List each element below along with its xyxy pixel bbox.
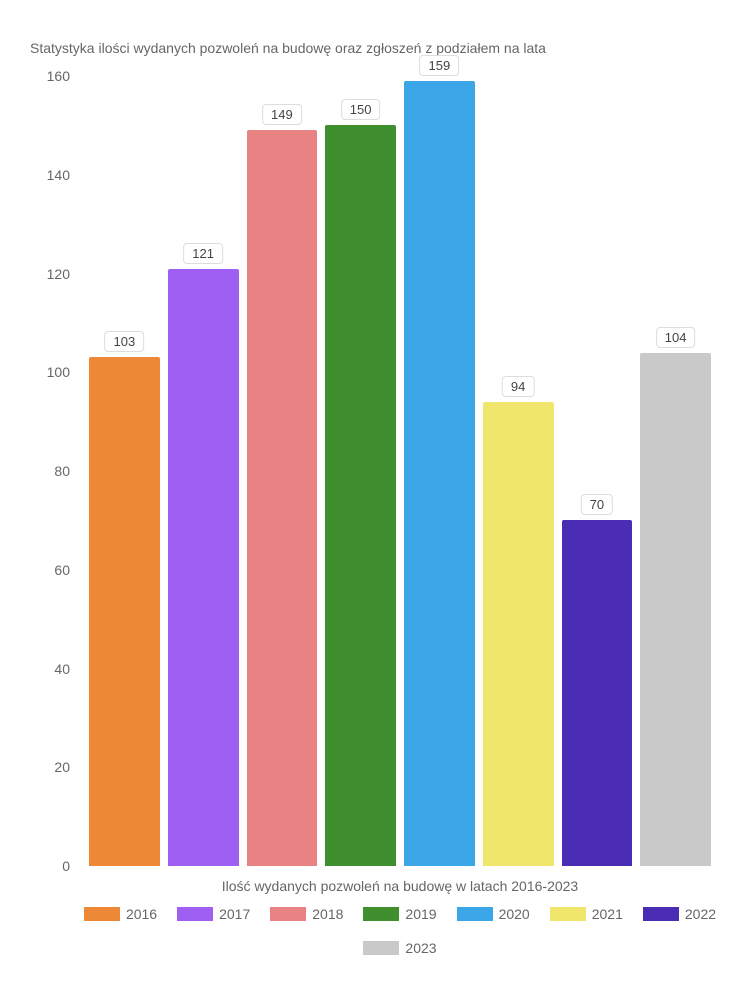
bar-value-label: 94 (502, 376, 534, 397)
bar-2020: 159 (404, 81, 475, 866)
legend-label: 2020 (499, 906, 530, 922)
bar-value-label: 149 (262, 104, 302, 125)
legend-item-2022: 2022 (643, 906, 716, 922)
legend-label: 2022 (685, 906, 716, 922)
bar-value-label: 121 (183, 243, 223, 264)
bar-wrapper: 150 (321, 76, 400, 866)
legend-item-2016: 2016 (84, 906, 157, 922)
legend-label: 2016 (126, 906, 157, 922)
legend-swatch (550, 907, 586, 921)
legend-swatch (177, 907, 213, 921)
legend-swatch (363, 941, 399, 955)
chart-plot-area: 020406080100120140160 103121149150159947… (80, 76, 720, 866)
bar-value-label: 103 (105, 331, 145, 352)
y-tick-label: 100 (47, 364, 70, 380)
legend-item-2020: 2020 (457, 906, 530, 922)
y-tick-label: 60 (54, 562, 70, 578)
x-axis-label: Ilość wydanych pozwoleń na budowę w lata… (80, 878, 720, 894)
y-tick-label: 140 (47, 167, 70, 183)
y-tick-label: 160 (47, 68, 70, 84)
legend-label: 2017 (219, 906, 250, 922)
y-tick-label: 80 (54, 463, 70, 479)
bar-wrapper: 159 (400, 76, 479, 866)
legend-item-2021: 2021 (550, 906, 623, 922)
bar-wrapper: 104 (636, 76, 715, 866)
y-tick-label: 20 (54, 759, 70, 775)
y-tick-label: 120 (47, 266, 70, 282)
bar-2021: 94 (483, 402, 554, 866)
bar-2023: 104 (640, 353, 711, 867)
bar-2018: 149 (247, 130, 318, 866)
y-axis: 020406080100120140160 (30, 76, 80, 866)
bar-2017: 121 (168, 269, 239, 866)
y-tick-label: 40 (54, 661, 70, 677)
legend-swatch (270, 907, 306, 921)
bar-value-label: 104 (656, 327, 696, 348)
legend-item-2019: 2019 (363, 906, 436, 922)
legend-label: 2023 (405, 940, 436, 956)
legend-label: 2019 (405, 906, 436, 922)
bar-2019: 150 (325, 125, 396, 866)
legend-label: 2018 (312, 906, 343, 922)
legend-item-2023: 2023 (363, 940, 436, 956)
bars-container: 1031211491501599470104 (80, 76, 720, 866)
bar-wrapper: 94 (479, 76, 558, 866)
bar-2016: 103 (89, 357, 160, 866)
legend-swatch (84, 907, 120, 921)
bar-wrapper: 121 (164, 76, 243, 866)
legend-item-2017: 2017 (177, 906, 250, 922)
bar-value-label: 150 (341, 99, 381, 120)
legend: 2016 2017 2018 2019 2020 2021 2022 2023 (80, 906, 720, 956)
bar-wrapper: 103 (85, 76, 164, 866)
legend-label: 2021 (592, 906, 623, 922)
legend-swatch (363, 907, 399, 921)
y-tick-label: 0 (62, 858, 70, 874)
legend-item-2018: 2018 (270, 906, 343, 922)
bar-value-label: 70 (581, 494, 613, 515)
legend-swatch (457, 907, 493, 921)
bar-wrapper: 149 (243, 76, 322, 866)
bar-value-label: 159 (420, 55, 460, 76)
legend-swatch (643, 907, 679, 921)
bar-2022: 70 (562, 520, 633, 866)
bar-wrapper: 70 (558, 76, 637, 866)
chart-title: Statystyka ilości wydanych pozwoleń na b… (30, 40, 720, 56)
